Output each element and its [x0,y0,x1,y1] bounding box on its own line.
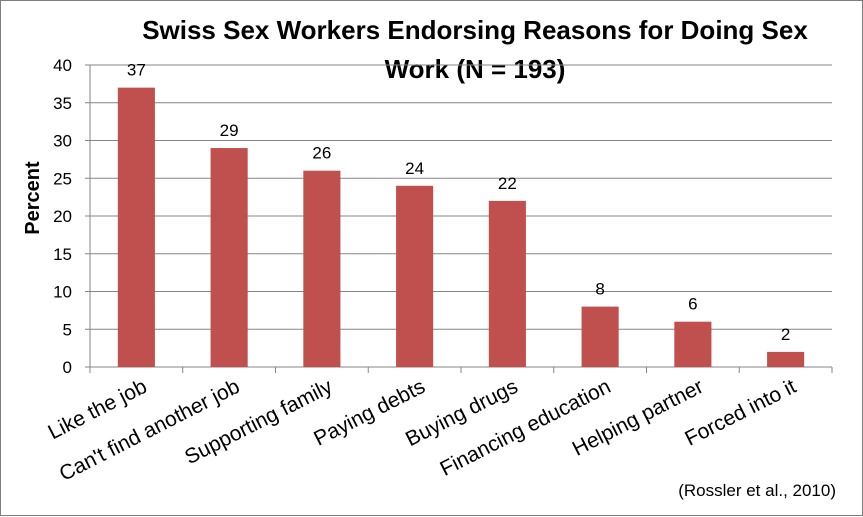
axes [85,64,833,373]
y-tick-label: 0 [63,358,72,377]
data-label: 22 [498,174,517,193]
y-tick-label: 35 [53,94,72,113]
bar [674,321,712,367]
y-tick-label: 10 [53,283,72,302]
bar [117,87,155,368]
bar [303,170,341,367]
source-note: (Rossler et al., 2010) [678,481,836,500]
category-label: Financing education [436,375,614,481]
y-tick-label: 20 [53,207,72,226]
data-label: 2 [781,325,790,344]
y-tick-label: 15 [53,245,72,264]
chart-title-line-2: Work (N = 193) [385,54,566,84]
y-axis-label: Percent [22,161,44,235]
gridlines [90,64,832,330]
bars [117,87,805,368]
bar [581,306,619,367]
data-label: 6 [688,295,697,314]
y-tick-label: 40 [53,56,72,75]
data-label: 24 [405,159,424,178]
y-tick-label: 30 [53,132,72,151]
bar [767,351,805,367]
y-tick-labels: 0 5 10 15 20 25 30 35 40 [53,56,72,377]
bar [396,185,434,367]
data-labels: 37 29 26 24 22 8 6 2 [127,61,790,344]
data-label: 8 [595,280,604,299]
bar [488,200,526,367]
chart-title-line-1: Swiss Sex Workers Endorsing Reasons for … [142,15,808,45]
y-tick-label: 25 [53,169,72,188]
data-label: 29 [220,121,239,140]
y-tick-label: 5 [63,320,72,339]
bar [210,148,248,367]
data-label: 26 [312,144,331,163]
data-label: 37 [127,61,146,80]
